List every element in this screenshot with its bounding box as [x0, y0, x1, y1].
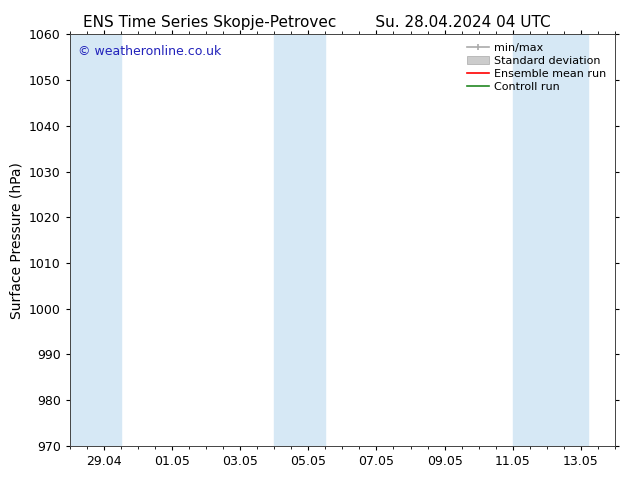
Legend: min/max, Standard deviation, Ensemble mean run, Controll run: min/max, Standard deviation, Ensemble me…	[464, 40, 609, 95]
Bar	[513, 34, 588, 446]
Title: ENS Time Series Skopje-Petrovec      Su. 28.04.2024 04 UTC: ENS Time Series Skopje-Petrovec Su. 28.0…	[0, 489, 1, 490]
Bar	[70, 34, 121, 446]
Text: ENS Time Series Skopje-Petrovec        Su. 28.04.2024 04 UTC: ENS Time Series Skopje-Petrovec Su. 28.0…	[83, 15, 551, 30]
Y-axis label: Surface Pressure (hPa): Surface Pressure (hPa)	[10, 162, 23, 318]
Text: © weatheronline.co.uk: © weatheronline.co.uk	[78, 45, 221, 58]
Bar	[274, 34, 325, 446]
